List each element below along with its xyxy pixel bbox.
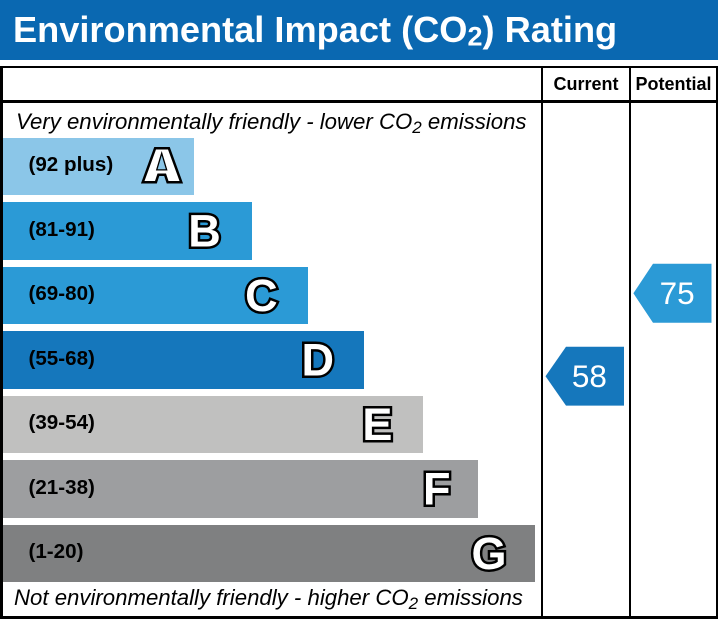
svg-text:75: 75 (660, 275, 695, 311)
svg-text:C: C (245, 270, 278, 321)
svg-text:58: 58 (572, 358, 607, 394)
svg-text:D: D (301, 334, 334, 385)
svg-text:E: E (362, 399, 392, 450)
svg-text:B: B (188, 205, 221, 256)
svg-text:G: G (471, 528, 506, 579)
svg-text:F: F (423, 463, 451, 514)
